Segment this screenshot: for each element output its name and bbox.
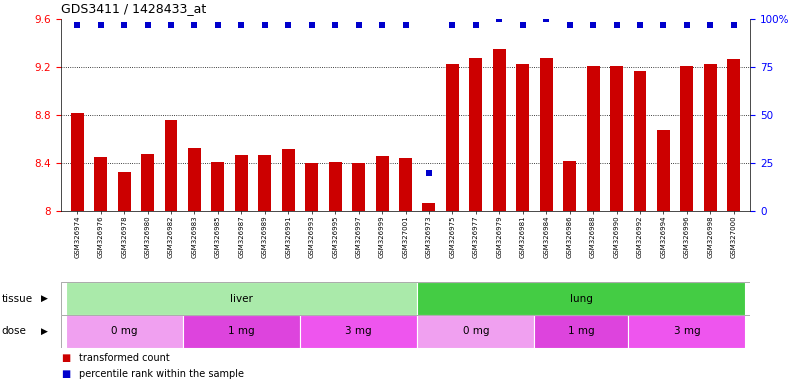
Point: [94, 22, 107, 28]
Bar: [66, 315, 182, 348]
Bar: [328, 162, 341, 211]
Point: [259, 22, 272, 28]
Point: [188, 22, 201, 28]
Point: [305, 22, 318, 28]
Point: [446, 22, 459, 28]
Point: [633, 22, 646, 28]
Bar: [281, 149, 294, 211]
Bar: [534, 315, 629, 348]
Bar: [94, 157, 107, 211]
Bar: [259, 155, 271, 211]
Text: 1 mg: 1 mg: [568, 326, 594, 336]
Bar: [188, 147, 201, 211]
Bar: [446, 64, 459, 211]
Point: [704, 22, 717, 28]
Bar: [540, 58, 552, 211]
Bar: [633, 71, 646, 211]
Bar: [71, 113, 84, 211]
Bar: [212, 162, 225, 211]
Text: 1 mg: 1 mg: [228, 326, 255, 336]
Text: lung: lung: [570, 293, 593, 304]
Bar: [182, 315, 300, 348]
Text: ■: ■: [61, 353, 70, 363]
Text: transformed count: transformed count: [79, 353, 169, 363]
Bar: [563, 161, 576, 211]
Text: percentile rank within the sample: percentile rank within the sample: [79, 369, 243, 379]
Point: [118, 22, 131, 28]
Point: [517, 22, 530, 28]
Bar: [470, 58, 483, 211]
Point: [352, 22, 365, 28]
Text: ■: ■: [61, 369, 70, 379]
Bar: [493, 49, 506, 211]
Point: [212, 22, 225, 28]
Bar: [657, 129, 670, 211]
Bar: [417, 282, 745, 315]
Bar: [586, 66, 599, 211]
Text: ▶: ▶: [41, 327, 48, 336]
Point: [71, 22, 84, 28]
Bar: [680, 66, 693, 211]
Point: [399, 22, 412, 28]
Point: [235, 22, 248, 28]
Bar: [235, 155, 248, 211]
Point: [586, 22, 599, 28]
Point: [328, 22, 341, 28]
Bar: [704, 64, 717, 211]
Bar: [141, 154, 154, 211]
Text: 0 mg: 0 mg: [462, 326, 489, 336]
Point: [680, 22, 693, 28]
Point: [657, 22, 670, 28]
Text: liver: liver: [230, 293, 253, 304]
Bar: [610, 66, 623, 211]
Point: [470, 22, 483, 28]
Text: dose: dose: [2, 326, 27, 336]
Point: [493, 16, 506, 22]
Bar: [352, 163, 365, 211]
Text: 0 mg: 0 mg: [111, 326, 137, 336]
Bar: [417, 315, 534, 348]
Point: [165, 22, 178, 28]
Bar: [727, 59, 740, 211]
Text: tissue: tissue: [2, 293, 32, 304]
Point: [610, 22, 623, 28]
Bar: [305, 163, 318, 211]
Bar: [517, 64, 530, 211]
Text: ▶: ▶: [41, 294, 48, 303]
Point: [563, 22, 576, 28]
Bar: [118, 172, 131, 211]
Point: [423, 170, 436, 176]
Bar: [66, 282, 417, 315]
Text: 3 mg: 3 mg: [345, 326, 372, 336]
Text: GDS3411 / 1428433_at: GDS3411 / 1428433_at: [61, 2, 206, 15]
Point: [281, 22, 294, 28]
Point: [539, 16, 552, 22]
Text: 3 mg: 3 mg: [674, 326, 700, 336]
Point: [727, 22, 740, 28]
Point: [141, 22, 154, 28]
Bar: [423, 203, 436, 211]
Bar: [629, 315, 745, 348]
Bar: [165, 120, 178, 211]
Bar: [375, 156, 388, 211]
Bar: [300, 315, 417, 348]
Bar: [399, 159, 412, 211]
Point: [375, 22, 388, 28]
